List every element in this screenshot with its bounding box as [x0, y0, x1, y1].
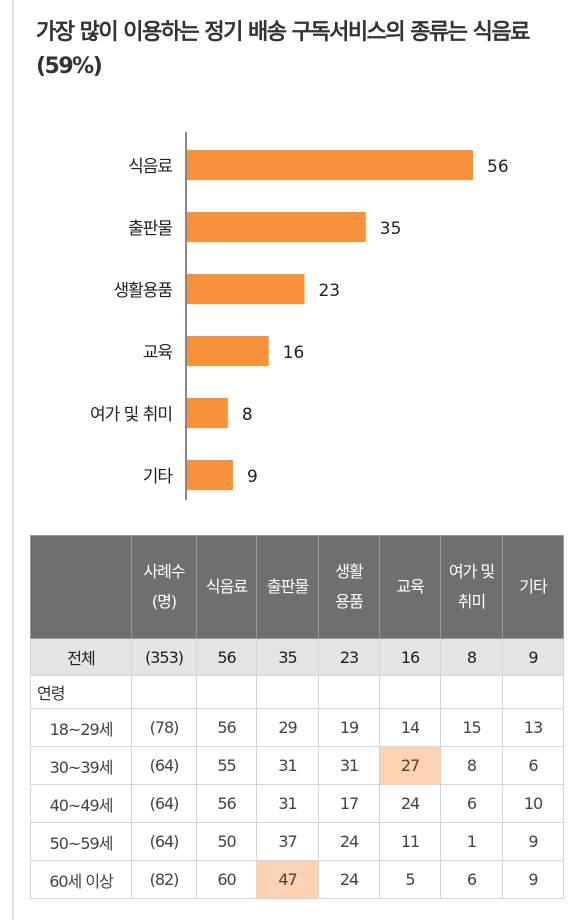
value-cell: 47: [256, 860, 319, 899]
table-header-row: 사례수 (명) 식음료 출판물 생활 용품 교육 여가 및 취미 기타: [30, 535, 564, 639]
header-leisure: 여가 및 취미: [440, 535, 503, 639]
empty-cell: [502, 675, 564, 709]
row-label: 전체: [30, 638, 132, 676]
data-label: 23: [318, 281, 340, 301]
case-count: (353): [131, 638, 197, 676]
case-count: (82): [131, 860, 197, 899]
header-other: 기타: [502, 535, 564, 639]
value-cell: 31: [318, 746, 380, 785]
value-cell: 55: [196, 746, 257, 785]
data-label: 9: [247, 467, 258, 487]
category-label: 여가 및 취미: [90, 405, 172, 425]
value-cell: 23: [318, 638, 380, 676]
bar: [187, 212, 366, 242]
bar: [187, 460, 233, 490]
header-cases: 사례수 (명): [131, 535, 197, 639]
value-cell: 6: [502, 746, 564, 785]
value-cell: 10: [502, 784, 564, 823]
empty-cell: [318, 675, 380, 709]
bar-chart: 식음료 56 출판물 35 생활용품 23 교육 16 여가 및 취미 8 기타 9: [90, 132, 509, 500]
value-cell: 56: [196, 708, 257, 747]
header-blank: [30, 535, 132, 639]
group-row: 연령: [30, 675, 564, 709]
value-cell: 19: [318, 708, 380, 747]
row-label: 18~29세: [30, 708, 132, 747]
value-cell: 29: [256, 708, 319, 747]
value-cell: 9: [502, 638, 564, 676]
value-cell: 9: [502, 860, 564, 899]
table-row: 30~39세 (64) 55 31 31 27 8 6: [30, 746, 564, 785]
data-label: 16: [283, 343, 305, 363]
breakdown-table: 사례수 (명) 식음료 출판물 생활 용품 교육 여가 및 취미 기타 전체 (353) 56 35 23…: [30, 535, 564, 899]
value-cell: 56: [196, 638, 257, 676]
chart-title: 가장 많이 이용하는 정기 배송 구독서비스의 종류는 식음료(59%): [36, 20, 530, 79]
value-cell: 1: [440, 822, 503, 861]
bar: [187, 398, 228, 428]
table-row: 60세 이상 (82) 60 47 24 5 6 9: [30, 860, 564, 899]
value-cell: 8: [440, 746, 503, 785]
row-label: 40~49세: [30, 784, 132, 823]
table-row: 50~59세 (64) 50 37 24 11 1 9: [30, 822, 564, 861]
category-label: 기타: [143, 467, 174, 487]
table-row: 18~29세 (78) 56 29 19 14 15 13: [30, 708, 564, 747]
value-cell: 31: [256, 784, 319, 823]
value-cell: 16: [379, 638, 441, 676]
group-label: 연령: [30, 675, 132, 709]
category-label: 출판물: [128, 219, 172, 239]
empty-cell: [379, 675, 441, 709]
header-pub: 출판물: [256, 535, 319, 639]
data-label: 56: [487, 157, 509, 177]
category-label: 생활용품: [113, 281, 172, 301]
row-label: 30~39세: [30, 746, 132, 785]
value-cell: 31: [256, 746, 319, 785]
value-cell: 13: [502, 708, 564, 747]
bar: [187, 274, 305, 304]
value-cell: 5: [379, 860, 441, 899]
case-count: (64): [131, 822, 197, 861]
table-row: 40~49세 (64) 56 31 17 24 6 10: [30, 784, 564, 823]
data-label: 35: [380, 219, 402, 239]
value-cell: 14: [379, 708, 441, 747]
empty-cell: [440, 675, 503, 709]
value-cell: 6: [440, 860, 503, 899]
header-edu: 교육: [379, 535, 441, 639]
value-cell: 24: [379, 784, 441, 823]
header-food: 식음료: [196, 535, 257, 639]
value-cell: 35: [256, 638, 319, 676]
header-living: 생활 용품: [318, 535, 380, 639]
value-cell: 60: [196, 860, 257, 899]
empty-cell: [131, 675, 197, 709]
value-cell: 24: [318, 822, 380, 861]
case-count: (64): [131, 784, 197, 823]
value-cell: 11: [379, 822, 441, 861]
category-label: 식음료: [128, 157, 172, 177]
left-border-rule: [12, 0, 14, 920]
empty-cell: [256, 675, 319, 709]
bar: [187, 150, 473, 180]
data-label: 8: [242, 405, 253, 425]
value-cell: 27: [379, 746, 441, 785]
row-label: 50~59세: [30, 822, 132, 861]
case-count: (78): [131, 708, 197, 747]
empty-cell: [196, 675, 257, 709]
category-label: 교육: [143, 343, 173, 363]
value-cell: 17: [318, 784, 380, 823]
case-count: (64): [131, 746, 197, 785]
bar: [187, 336, 269, 366]
value-cell: 50: [196, 822, 257, 861]
value-cell: 8: [440, 638, 503, 676]
value-cell: 24: [318, 860, 380, 899]
total-row: 전체 (353) 56 35 23 16 8 9: [30, 638, 564, 676]
value-cell: 15: [440, 708, 503, 747]
value-cell: 56: [196, 784, 257, 823]
value-cell: 6: [440, 784, 503, 823]
row-label: 60세 이상: [30, 860, 132, 899]
value-cell: 9: [502, 822, 564, 861]
value-cell: 37: [256, 822, 319, 861]
